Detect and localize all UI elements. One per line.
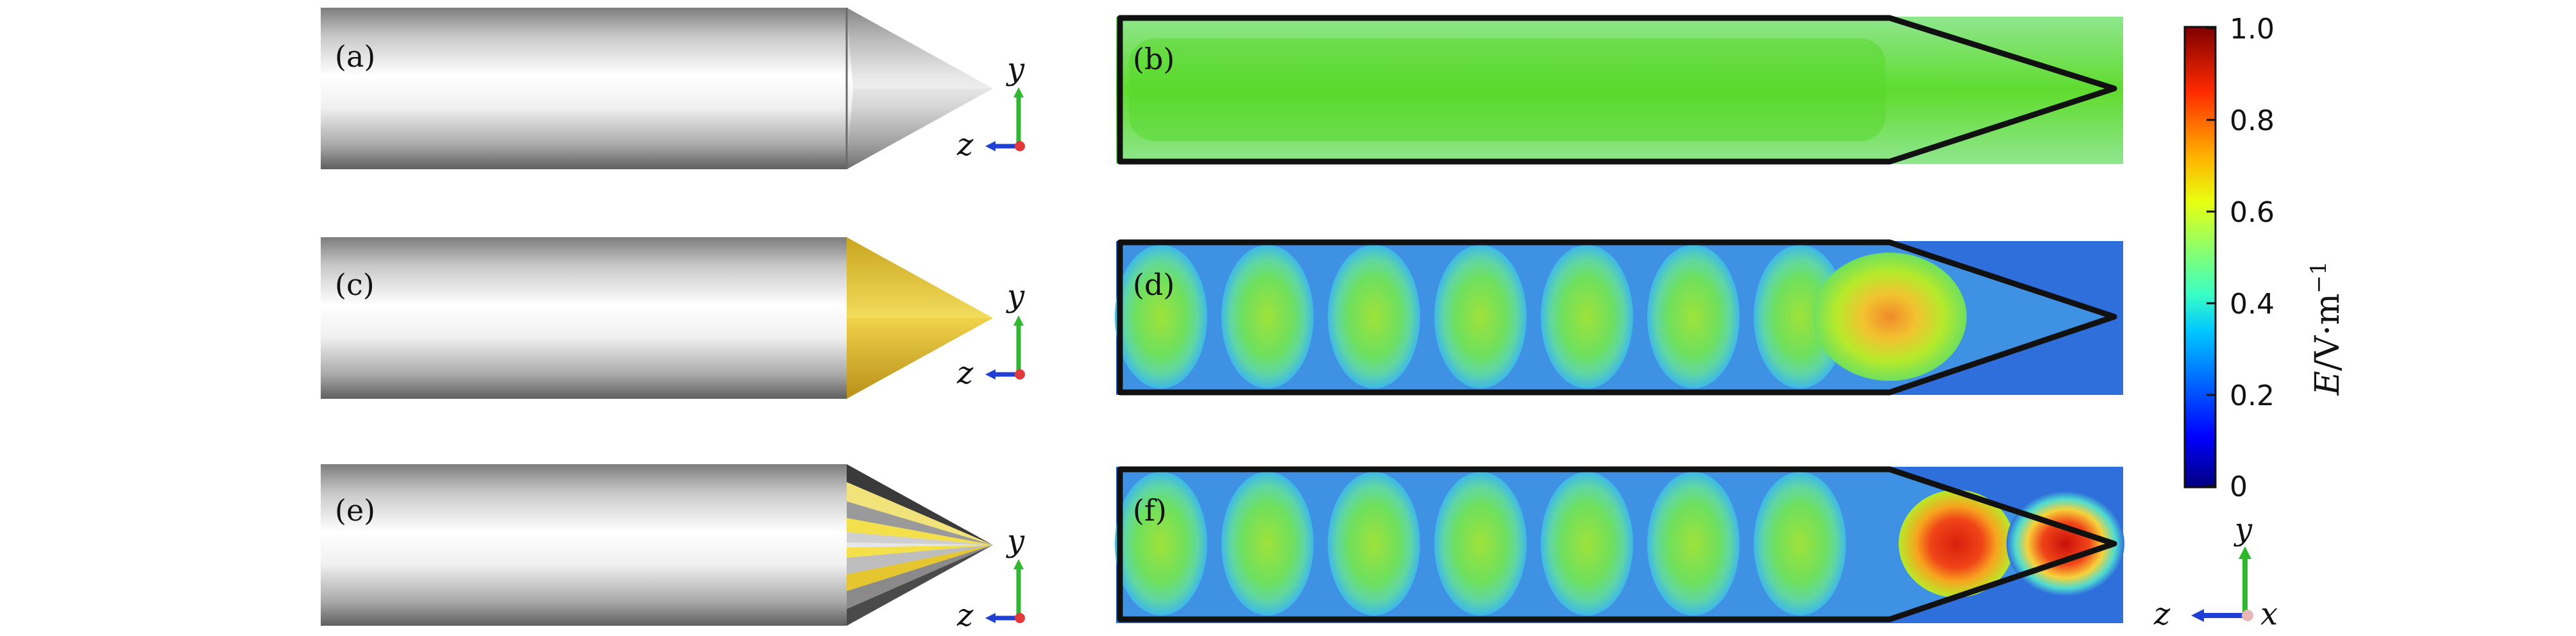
axis-label-y: y bbox=[1006, 278, 1025, 314]
field-lobe bbox=[1115, 472, 1207, 615]
panel-label-d: (d) bbox=[1133, 267, 1174, 302]
axis-label-z: z bbox=[2153, 596, 2171, 632]
axis-triad-c: y z bbox=[956, 278, 1025, 391]
rod-c bbox=[321, 237, 993, 399]
axis-label-z: z bbox=[956, 355, 974, 391]
field-lobe bbox=[1541, 245, 1633, 389]
field-lobe bbox=[1754, 245, 1846, 389]
axis-label-y: y bbox=[2233, 512, 2253, 548]
field-lobe bbox=[1221, 472, 1314, 615]
axis-triad-a: y z bbox=[956, 51, 1025, 163]
colorbar-gradient bbox=[2183, 26, 2217, 489]
rod-e bbox=[321, 464, 993, 626]
standing-wave-lobes-f bbox=[1115, 472, 1846, 615]
colorbar-title: E/V·m−1 bbox=[2306, 261, 2347, 396]
field-lobe bbox=[1754, 472, 1846, 615]
axis-label-z: z bbox=[956, 598, 974, 633]
field-map-f bbox=[1115, 466, 2124, 623]
panel-label-f: (f) bbox=[1133, 493, 1167, 528]
rod-a bbox=[321, 8, 993, 169]
axis-triad-f: y z x bbox=[2153, 512, 2278, 632]
colorbar-tick-label: 1.0 bbox=[2230, 13, 2275, 46]
colorbar-tick-label: 0.4 bbox=[2230, 288, 2275, 321]
panel-label-b: (b) bbox=[1133, 42, 1174, 76]
panel-label-c: (c) bbox=[335, 267, 375, 302]
colorbar-title-exponent: −1 bbox=[2306, 261, 2332, 293]
panel-label-a: (a) bbox=[335, 39, 375, 74]
hotspot-f bbox=[1899, 490, 2014, 598]
colorbar-tick-label: 0.2 bbox=[2230, 380, 2275, 412]
colorbar-ticks bbox=[2207, 27, 2216, 487]
field-lobe bbox=[1115, 245, 1207, 389]
colorbar: 1.0 0.8 0.6 0.4 0.2 0 E/V·m−1 bbox=[2183, 13, 2347, 503]
axis-triad-e: y z bbox=[956, 523, 1025, 633]
field-lobe bbox=[1328, 245, 1420, 389]
hotspot-d bbox=[1813, 253, 1967, 381]
field-lobe bbox=[1434, 245, 1527, 389]
field-map-d bbox=[1115, 239, 2123, 396]
axis-label-x: x bbox=[2260, 596, 2278, 632]
colorbar-tick-label: 0.6 bbox=[2230, 196, 2275, 229]
field-lobe bbox=[1328, 472, 1420, 615]
colorbar-title-symbol: E bbox=[2309, 371, 2347, 396]
field-map-b bbox=[1116, 15, 2123, 165]
colorbar-title-unit: /V·m bbox=[2309, 294, 2347, 371]
axis-label-y: y bbox=[1006, 51, 1025, 87]
field-lobe bbox=[1647, 472, 1740, 615]
standing-wave-lobes-d bbox=[1115, 245, 1846, 389]
axis-label-y: y bbox=[1006, 523, 1025, 559]
colorbar-tick-label: 0.8 bbox=[2230, 105, 2275, 137]
field-lobe bbox=[1541, 472, 1633, 615]
field-lobe bbox=[1647, 245, 1740, 389]
panel-label-e: (e) bbox=[335, 493, 375, 528]
field-lobe bbox=[1434, 472, 1527, 615]
field-lobe bbox=[1221, 245, 1314, 389]
colorbar-tick-label: 0 bbox=[2230, 471, 2248, 503]
axis-label-z: z bbox=[956, 127, 974, 163]
